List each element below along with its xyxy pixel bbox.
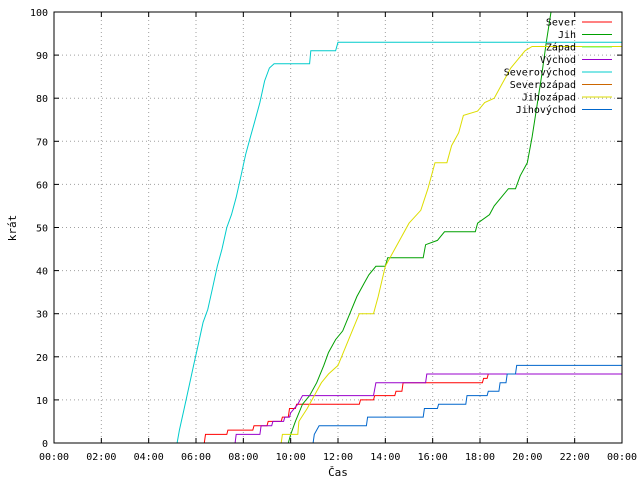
x-tick-label: 04:00 — [134, 452, 164, 463]
legend-entry-label: Sever — [546, 18, 576, 29]
y-tick-label: 70 — [36, 137, 48, 148]
legend-entry-label: Jihovýchod — [516, 104, 576, 116]
legend-entry-label: Východ — [540, 54, 576, 66]
legend: SeverJihZápadVýchodSeverovýchodSeverozáp… — [504, 18, 612, 116]
series-line-1 — [54, 11, 552, 444]
series-line-6 — [54, 46, 622, 444]
x-axis-title: Čas — [328, 466, 348, 479]
x-tick-label: 16:00 — [418, 452, 448, 463]
series-line-4 — [54, 41, 622, 444]
x-tick-label: 08:00 — [228, 452, 258, 463]
legend-entry-label: Severovýchod — [504, 67, 576, 79]
y-tick-label: 10 — [36, 396, 48, 407]
x-tick-label: 22:00 — [560, 452, 590, 463]
y-axis-title: krát — [6, 215, 19, 242]
legend-entry-label: Severozápad — [510, 79, 576, 91]
y-tick-label: 100 — [30, 8, 48, 19]
y-tick-label: 60 — [36, 180, 48, 191]
y-tick-label: 0 — [42, 439, 48, 450]
x-tick-label: 14:00 — [370, 452, 400, 463]
x-tick-label: 02:00 — [86, 452, 116, 463]
x-tick-label: 10:00 — [276, 452, 306, 463]
x-tick-label: 12:00 — [323, 452, 353, 463]
series-line-3 — [54, 373, 622, 444]
legend-entry-label: Jihozápad — [522, 92, 576, 104]
x-tick-label: 20:00 — [512, 452, 542, 463]
x-tick-label: 00:00 — [607, 452, 637, 463]
series-line-7 — [54, 364, 622, 444]
y-tick-label: 40 — [36, 267, 48, 278]
legend-entry-label: Západ — [546, 42, 576, 54]
x-tick-label: 06:00 — [181, 452, 211, 463]
x-tick-label: 18:00 — [465, 452, 495, 463]
y-tick-label: 20 — [36, 353, 48, 364]
grid-layer — [54, 12, 622, 443]
tick-layer: 0 10 20 30 40 50 60 70 80 90 100 00:00 02:00 04:00 06:… — [30, 8, 637, 463]
legend-entry-label: Jih — [558, 30, 576, 41]
y-tick-label: 80 — [36, 94, 48, 105]
y-tick-label: 30 — [36, 310, 48, 321]
y-tick-label: 50 — [36, 224, 48, 235]
y-tick-label: 90 — [36, 51, 48, 62]
x-tick-label: 00:00 — [39, 452, 69, 463]
